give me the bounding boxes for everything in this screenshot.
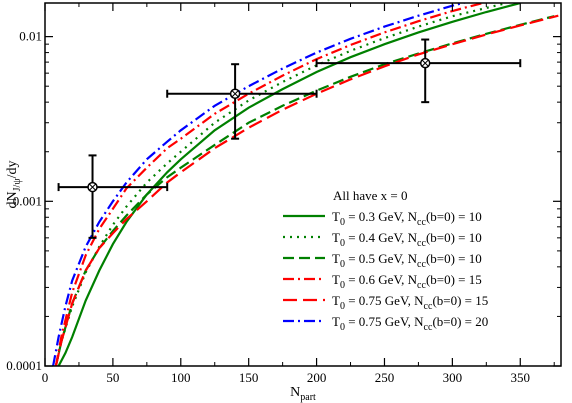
- legend-label-2: T0 = 0.4 GeV, Ncc(b=0) = 10: [332, 230, 482, 249]
- legend-label-part: T: [332, 230, 340, 245]
- data-point-2: [166, 63, 318, 140]
- legend-label-part: = 0.75 GeV, N: [345, 314, 424, 329]
- legend-label-part: = 0.6 GeV, N: [345, 272, 418, 287]
- series-line-4: [54, 3, 487, 366]
- legend-label-part: = 0.3 GeV, N: [345, 209, 418, 224]
- legend-label-part: 0: [340, 238, 345, 249]
- data-point-1: [57, 154, 169, 239]
- legend-label-part: T: [332, 272, 340, 287]
- series-line-5: [54, 14, 559, 366]
- legend-label-part: (b=0) = 15: [432, 293, 488, 308]
- y-tick-label: 0.001: [13, 193, 42, 208]
- legend-label-part: = 0.75 GeV, N: [345, 293, 424, 308]
- y-axis-label: dNJ/ψ/dy: [5, 161, 23, 209]
- legend-label-3: T0 = 0.5 GeV, Ncc(b=0) = 10: [332, 251, 482, 270]
- marker-cross-b: [421, 59, 429, 67]
- series-layer: [52, 3, 559, 366]
- marker-cross-b: [89, 183, 96, 191]
- y-axis-label-tail: /dy: [5, 161, 20, 179]
- x-tick-label: 100: [171, 370, 191, 385]
- data-points-layer: [57, 38, 522, 239]
- legend-label-part: T: [332, 251, 340, 266]
- legend-label-part: cc: [417, 259, 426, 270]
- legend-label-part: 0: [340, 301, 345, 312]
- x-tick-label: 0: [42, 370, 49, 385]
- x-axis-label: Npart: [290, 385, 316, 403]
- series-line-1: [57, 3, 521, 366]
- y-axis-label-sub: J/ψ: [12, 178, 23, 192]
- y-axis-label-main: dN: [5, 191, 20, 208]
- x-tick-label: 250: [375, 370, 395, 385]
- legend-label-part: T: [332, 293, 340, 308]
- legend: All have x = 0 T0 = 0.3 GeV, Ncc(b=0) = …: [283, 188, 488, 333]
- legend-label-part: T: [332, 314, 340, 329]
- legend-label-part: 0: [340, 322, 345, 333]
- legend-label-1: T0 = 0.3 GeV, Ncc(b=0) = 10: [332, 209, 482, 228]
- x-tick-label: 350: [511, 370, 531, 385]
- series-line-6: [52, 3, 468, 366]
- y-tick-label: 0.01: [19, 29, 42, 44]
- legend-label-part: = 0.4 GeV, N: [345, 230, 418, 245]
- series-line-2: [54, 3, 507, 366]
- legend-label-4: T0 = 0.6 GeV, Ncc(b=0) = 15: [332, 272, 482, 291]
- legend-label-part: 0: [340, 280, 345, 291]
- legend-label-part: = 0.5 GeV, N: [345, 251, 418, 266]
- legend-label-part: (b=0) = 20: [432, 314, 488, 329]
- x-tick-label: 150: [239, 370, 259, 385]
- ticks-layer: 0 50 100 150 200 250 300 350 0.0001 0.001 0.01: [6, 3, 561, 385]
- legend-label-part: cc: [424, 301, 433, 312]
- data-point-3: [315, 38, 522, 104]
- legend-label-part: cc: [417, 280, 426, 291]
- x-axis-label-sub: part: [300, 392, 316, 403]
- legend-label-part: 0: [340, 217, 345, 228]
- legend-label-part: 0: [340, 259, 345, 270]
- marker-cross-b: [231, 90, 239, 98]
- legend-label-5: T0 = 0.75 GeV, Ncc(b=0) = 15: [332, 293, 488, 312]
- x-axis-label-main: N: [290, 385, 300, 400]
- legend-label-part: T: [332, 209, 340, 224]
- legend-label-part: cc: [417, 217, 426, 228]
- y-tick-label: 0.0001: [6, 358, 42, 373]
- x-tick-label: 50: [106, 370, 119, 385]
- x-tick-label: 200: [307, 370, 327, 385]
- legend-label-part: cc: [424, 322, 433, 333]
- legend-label-part: cc: [417, 238, 426, 249]
- plot-frame: [44, 2, 562, 367]
- legend-label-part: (b=0) = 10: [426, 230, 482, 245]
- legend-label-part: (b=0) = 10: [426, 209, 482, 224]
- legend-label-6: T0 = 0.75 GeV, Ncc(b=0) = 20: [332, 314, 488, 333]
- legend-label-part: (b=0) = 15: [426, 272, 482, 287]
- legend-title: All have x = 0: [333, 188, 407, 203]
- x-tick-label: 300: [443, 370, 463, 385]
- legend-label-part: (b=0) = 10: [426, 251, 482, 266]
